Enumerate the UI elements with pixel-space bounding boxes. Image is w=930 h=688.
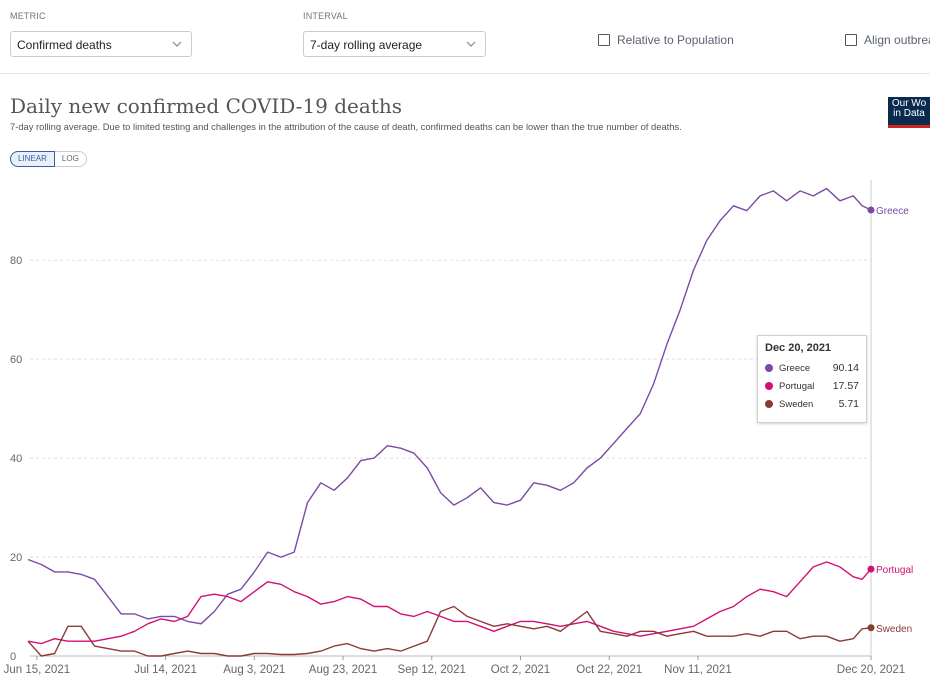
linear-scale-button[interactable]: LINEAR <box>10 151 55 167</box>
tooltip-row: Portugal 17.57 <box>765 377 859 395</box>
chart-title: Daily new confirmed COVID-19 deaths <box>10 94 402 118</box>
series-label: Portugal <box>876 565 913 576</box>
x-tick-label: Oct 2, 2021 <box>491 664 550 676</box>
tooltip-row: Sweden 5.71 <box>765 395 859 413</box>
align-outbreaks-checkbox[interactable]: Align outbrea <box>845 33 930 47</box>
metric-select[interactable]: Confirmed deaths <box>10 31 192 57</box>
checkbox-icon <box>845 34 857 46</box>
legend-dot <box>765 400 773 408</box>
legend-dot <box>765 364 773 372</box>
checkbox-icon <box>598 34 610 46</box>
x-tick-label: Aug 23, 2021 <box>309 664 377 676</box>
tooltip: Dec 20, 2021 Greece 90.14 Portugal 17.57… <box>757 335 867 423</box>
series-end-dot <box>867 624 875 632</box>
owid-logo[interactable]: Our Wo in Data <box>888 97 930 128</box>
chevron-down-icon <box>466 41 476 47</box>
series-line-portugal <box>27 561 872 645</box>
x-tick-label: Dec 20, 2021 <box>837 664 905 676</box>
x-axis: Jun 15, 2021 Jul 14, 2021 Aug 3, 2021 Aug 2… <box>4 656 905 676</box>
tooltip-date: Dec 20, 2021 <box>765 342 832 354</box>
interval-label: INTERVAL <box>303 11 348 21</box>
grid-lines <box>30 259 871 657</box>
series-end-dot <box>867 206 875 214</box>
logo-line-1: Our Wo <box>891 98 927 109</box>
tooltip-series-value: 90.14 <box>832 362 859 374</box>
series-label: Sweden <box>876 624 912 635</box>
relative-to-population-checkbox[interactable]: Relative to Population <box>598 33 734 47</box>
y-tick-label: 40 <box>10 453 22 465</box>
align-outbreaks-label: Align outbrea <box>864 33 930 47</box>
y-tick-label: 20 <box>10 552 22 564</box>
y-tick-label: 60 <box>10 354 22 366</box>
y-axis: 0 20 40 60 80 <box>10 255 22 663</box>
x-tick-label: Nov 11, 2021 <box>664 664 732 676</box>
series-line-greece <box>27 187 872 625</box>
x-tick-label: Sep 12, 2021 <box>398 664 466 676</box>
scale-toggle: LINEAR LOG <box>10 151 87 167</box>
y-tick-label: 80 <box>10 255 22 267</box>
chart-subtitle: 7-day rolling average. Due to limited te… <box>10 121 682 132</box>
x-tick-label: Jul 14, 2021 <box>134 664 197 676</box>
y-tick-label: 0 <box>10 651 16 663</box>
series-line-sweden <box>27 605 872 657</box>
controls-bar: METRIC Confirmed deaths INTERVAL 7-day r… <box>0 0 930 74</box>
metric-label: METRIC <box>10 11 46 21</box>
chevron-down-icon <box>172 41 182 47</box>
x-tick-label: Aug 3, 2021 <box>223 664 285 676</box>
series-labels: Greece Portugal Sweden <box>876 206 913 635</box>
interval-select[interactable]: 7-day rolling average <box>303 31 486 57</box>
tooltip-series-name: Sweden <box>779 398 814 410</box>
x-tick-label: Oct 22, 2021 <box>576 664 642 676</box>
log-scale-button[interactable]: LOG <box>54 151 87 167</box>
tooltip-series-name: Greece <box>779 362 811 374</box>
legend-dot <box>765 382 773 390</box>
relative-to-population-label: Relative to Population <box>617 33 734 47</box>
tooltip-series-name: Portugal <box>779 380 815 392</box>
series-label: Greece <box>876 206 909 217</box>
series-lines <box>27 187 875 657</box>
tooltip-series-value: 5.71 <box>838 398 859 410</box>
tooltip-row: Greece 90.14 <box>765 359 859 377</box>
metric-select-value: Confirmed deaths <box>17 38 112 52</box>
tooltip-series-value: 17.57 <box>832 380 859 392</box>
x-tick-label: Jun 15, 2021 <box>4 664 71 676</box>
series-end-dot <box>867 565 875 573</box>
interval-select-value: 7-day rolling average <box>310 38 423 52</box>
logo-line-2: in Data <box>893 108 925 119</box>
